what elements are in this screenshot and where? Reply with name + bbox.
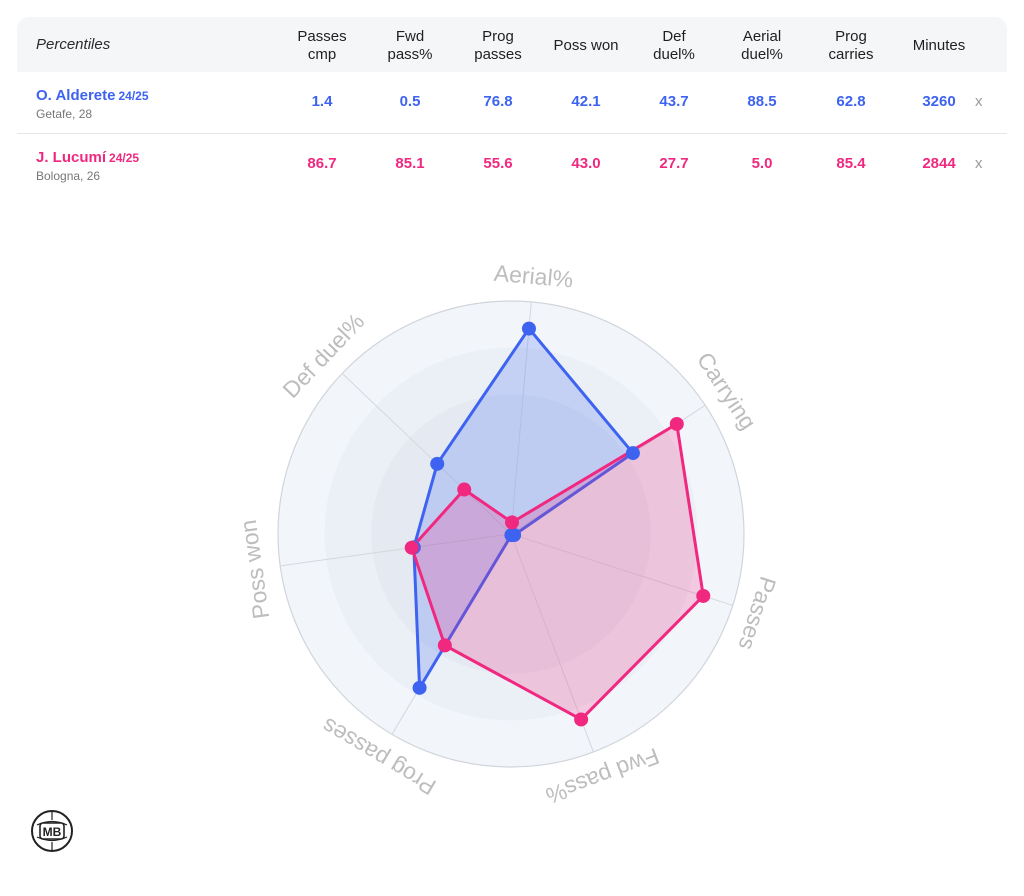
column-header[interactable]: Def duel%: [624, 28, 724, 64]
table-cell: 85.1: [395, 155, 425, 172]
radar-point: [504, 528, 519, 543]
column-header-line2: carries: [828, 46, 874, 63]
table-cell: 62.8: [836, 93, 866, 110]
player-club: Getafe, 28: [36, 107, 93, 121]
radar-series-area: [410, 422, 705, 721]
table-cell: 5.0: [751, 155, 773, 172]
table-cell: 88.5: [747, 93, 777, 110]
column-header-line2: duel%: [653, 46, 695, 63]
mb-logo-icon: MB: [29, 808, 75, 854]
table-cell: 27.7: [659, 155, 689, 172]
table-cell: 43.7: [659, 93, 689, 110]
radar-point: [625, 446, 640, 461]
radar-point: [521, 321, 536, 336]
player-name[interactable]: J. Lucumí 24/25: [36, 149, 139, 166]
column-header-line1: Poss won: [553, 37, 619, 54]
radar-spoke: [280, 533, 512, 567]
column-header[interactable]: Passes cmp: [272, 28, 372, 64]
table-cell: 2844: [922, 155, 956, 172]
column-header[interactable]: Fwd pass%: [360, 28, 460, 64]
radar-spoke: [510, 533, 733, 606]
remove-player-button[interactable]: x: [975, 155, 983, 172]
player-name-text: O. Alderete: [36, 87, 116, 104]
radar-point: [669, 416, 684, 431]
percentiles-label: Percentiles: [36, 36, 111, 53]
column-header-line2: duel%: [741, 46, 783, 63]
radar-axis-label: Passes: [734, 574, 782, 654]
radar-series-area: [412, 327, 635, 690]
player-row: O. Alderete 24/25 Getafe, 28 1.4 0.5 76.8 42.1…: [17, 72, 1007, 134]
table-cell: 86.7: [307, 155, 337, 172]
table-cell: 85.4: [836, 155, 866, 172]
player-season: 24/25: [118, 89, 149, 103]
player-name[interactable]: O. Alderete 24/25: [36, 87, 149, 104]
table-cell: 55.6: [483, 155, 513, 172]
radar-point: [574, 712, 589, 727]
column-header-line1: Aerial: [742, 28, 782, 45]
table-cell: 43.0: [571, 155, 601, 172]
player-name-text: J. Lucumí: [36, 149, 107, 166]
column-header[interactable]: Prog passes: [448, 28, 548, 64]
radar-axis-label: Aerial%: [493, 260, 574, 293]
player-club: Bologna, 26: [36, 169, 101, 183]
remove-player-button[interactable]: x: [975, 93, 983, 110]
table-cell: 1.4: [311, 93, 333, 110]
radar-point: [696, 588, 711, 603]
column-header[interactable]: Poss won: [536, 37, 636, 55]
column-header-line1: Fwd: [395, 28, 425, 45]
radar-point: [412, 680, 427, 695]
percentile-table: Percentiles Passes cmp Fwd pass% Prog passes P…: [17, 17, 1007, 195]
radar-point: [505, 515, 520, 530]
table-cell: 3260: [922, 93, 956, 110]
player-row: J. Lucumí 24/25 Bologna, 26 86.7 85.1 55.6 43.…: [17, 134, 1007, 195]
radar-point: [457, 482, 472, 497]
column-header-line1: Minutes: [912, 37, 966, 54]
radar-point: [430, 456, 445, 471]
radar-point: [437, 638, 452, 653]
radar-spoke: [341, 373, 512, 535]
radar-point: [404, 540, 419, 555]
table-header: Percentiles Passes cmp Fwd pass% Prog passes P…: [17, 17, 1007, 72]
column-header-line1: Prog: [835, 28, 867, 45]
column-header-line2: passes: [474, 46, 522, 63]
column-header-line2: pass%: [387, 46, 433, 63]
player-season: 24/25: [109, 151, 140, 165]
column-header-line1: Prog: [482, 28, 514, 45]
column-header-line1: Def: [662, 28, 686, 45]
column-header-line1: Passes: [297, 28, 347, 45]
table-cell: 0.5: [399, 93, 421, 110]
column-header[interactable]: Minutes: [889, 37, 989, 55]
svg-text:MB: MB: [43, 825, 62, 839]
table-cell: 76.8: [483, 93, 513, 110]
table-cell: 42.1: [571, 93, 601, 110]
column-header[interactable]: Prog carries: [801, 28, 901, 64]
radar-spoke: [510, 301, 532, 535]
column-header[interactable]: Aerial duel%: [712, 28, 812, 64]
radar-axis-label: Poss won: [235, 518, 274, 620]
column-header-line2: cmp: [307, 46, 337, 63]
